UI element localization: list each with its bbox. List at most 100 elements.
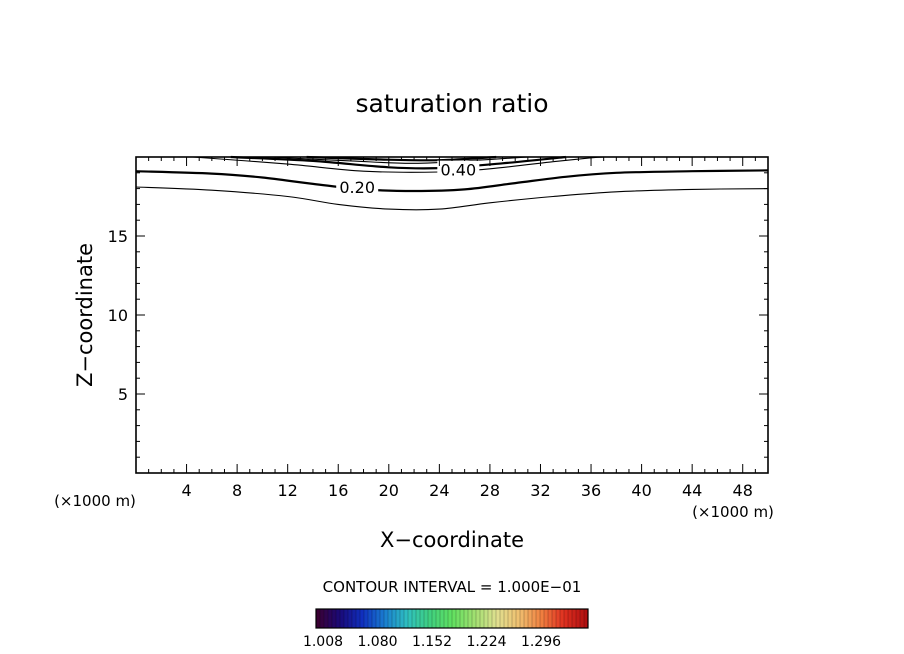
colorbar-stripe: [500, 609, 505, 628]
colorbar-stripe: [580, 609, 585, 628]
contour-label-bg: [336, 178, 379, 196]
x-tick-label: 24: [429, 481, 449, 500]
colorbar-stripe: [428, 609, 433, 628]
colorbar-stripe: [436, 609, 441, 628]
colorbar-stripe: [536, 609, 541, 628]
colorbar: [315, 609, 589, 628]
colorbar-stripe: [540, 609, 545, 628]
colorbar-tick-label: 1.296: [521, 634, 561, 650]
colorbar-stripe: [576, 609, 581, 628]
colorbar-stripe: [508, 609, 513, 628]
contour-label: 0.40: [441, 161, 477, 180]
colorbar-stripe: [572, 609, 577, 628]
colorbar-stripe: [432, 609, 437, 628]
colorbar-stripe: [384, 609, 389, 628]
contour-line: [230, 155, 566, 170]
colorbar-stripe: [564, 609, 569, 628]
x-axis-label: X−coordinate: [380, 528, 524, 552]
x-tick-labels: 4 8 12 16 20 24 28 32 36 40 44 48: [181, 481, 752, 500]
contour-interval-text: CONTOUR INTERVAL = 1.000E−01: [323, 578, 582, 596]
colorbar-stripe: [520, 609, 525, 628]
colorbar-stripe: [568, 609, 573, 628]
colorbar-stripe: [416, 609, 421, 628]
y-tick-label: 15: [108, 227, 128, 246]
y-tick-labels: 5 10 15: [108, 227, 128, 404]
colorbar-stripe: [584, 609, 589, 628]
y-tick-label: 5: [118, 385, 128, 404]
x-tick-label: 20: [379, 481, 399, 500]
colorbar-tick-label: 1.080: [357, 634, 397, 650]
colorbar-stripe: [488, 609, 493, 628]
colorbar-stripe: [328, 609, 333, 628]
colorbar-stripe: [440, 609, 445, 628]
x-tick-label: 12: [278, 481, 298, 500]
colorbar-stripe: [412, 609, 417, 628]
colorbar-stripe: [468, 609, 473, 628]
colorbar-stripe: [544, 609, 549, 628]
colorbar-stripe: [464, 609, 469, 628]
x-tick-label: 8: [232, 481, 242, 500]
axis-ticks: [136, 157, 768, 473]
contour-labels: 0.40 0.20: [336, 160, 480, 197]
colorbar-stripe: [380, 609, 385, 628]
chart-title: saturation ratio: [355, 89, 548, 118]
colorbar-stripe: [340, 609, 345, 628]
colorbar-stripe: [496, 609, 501, 628]
colorbar-stripe: [344, 609, 349, 628]
x-tick-label: 28: [480, 481, 500, 500]
colorbar-stripe: [504, 609, 509, 628]
colorbar-frame: [315, 608, 589, 629]
colorbar-stripe: [336, 609, 341, 628]
colorbar-stripe: [548, 609, 553, 628]
x-tick-label: 44: [682, 481, 702, 500]
colorbar-stripe: [356, 609, 361, 628]
colorbar-stripe: [524, 609, 529, 628]
colorbar-stripe: [408, 609, 413, 628]
x-tick-label: 16: [328, 481, 348, 500]
contour-line: [135, 186, 769, 211]
colorbar-stripe: [368, 609, 373, 628]
colorbar-stripe: [364, 609, 369, 628]
colorbar-stripe: [324, 609, 329, 628]
colorbar-stripe: [400, 609, 405, 628]
contour-line: [306, 155, 497, 162]
colorbar-stripe: [516, 609, 521, 628]
x-unit-label: (×1000 m): [692, 503, 774, 521]
colorbar-stripe: [452, 609, 457, 628]
colorbar-stripe: [560, 609, 565, 628]
x-tick-label: 40: [631, 481, 651, 500]
colorbar-stripe: [484, 609, 489, 628]
colorbar-stripe: [348, 609, 353, 628]
colorbar-stripe: [376, 609, 381, 628]
colorbar-stripe: [492, 609, 497, 628]
colorbar-stripe: [352, 609, 357, 628]
colorbar-stripe: [556, 609, 561, 628]
colorbar-stripe: [532, 609, 537, 628]
colorbar-stripe: [480, 609, 485, 628]
colorbar-tick-label: 1.224: [466, 634, 506, 650]
colorbar-stripe: [528, 609, 533, 628]
colorbar-stripe: [460, 609, 465, 628]
y-tick-label: 10: [108, 306, 128, 325]
colorbar-stripe: [456, 609, 461, 628]
colorbar-stripe: [392, 609, 397, 628]
x-tick-label: 32: [530, 481, 550, 500]
colorbar-stripe: [552, 609, 557, 628]
colorbar-tick-labels: 1.008 1.080 1.152 1.224 1.296: [303, 634, 561, 650]
colorbar-stripe: [332, 609, 337, 628]
colorbar-stripe: [444, 609, 449, 628]
colorbar-stripe: [448, 609, 453, 628]
colorbar-stripe: [404, 609, 409, 628]
colorbar-tick-label: 1.152: [412, 634, 452, 650]
colorbar-stripe: [472, 609, 477, 628]
x-tick-label: 36: [581, 481, 601, 500]
y-axis-label: Z−coordinate: [73, 243, 97, 387]
colorbar-stripe: [372, 609, 377, 628]
contour-line: [135, 169, 769, 193]
contour-line: [268, 156, 528, 164]
colorbar-tick-label: 1.008: [303, 634, 343, 650]
colorbar-stripe: [424, 609, 429, 628]
colorbar-stripe: [476, 609, 481, 628]
x-tick-label: 48: [733, 481, 753, 500]
contour-label-bg: [437, 160, 480, 178]
